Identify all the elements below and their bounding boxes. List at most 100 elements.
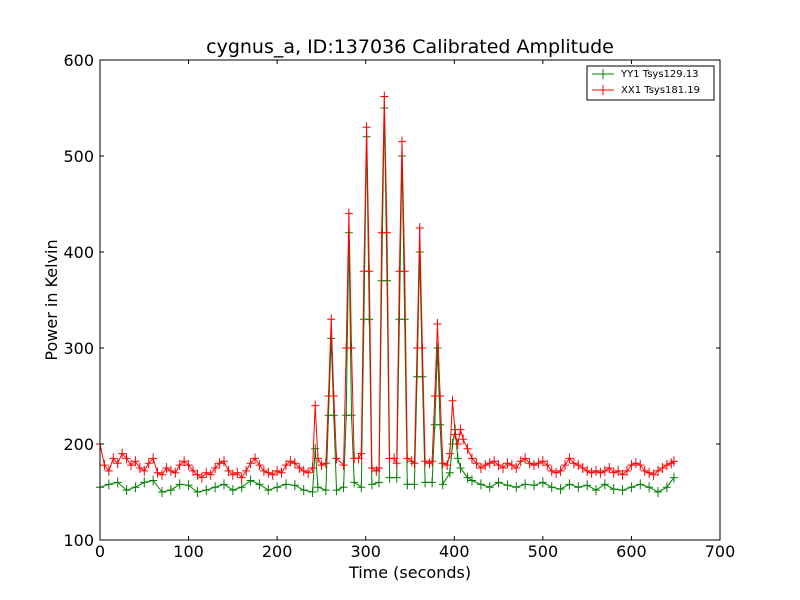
data-point — [669, 456, 678, 467]
data-point — [122, 453, 131, 464]
data-point — [311, 400, 320, 411]
data-point — [623, 465, 631, 476]
data-point — [282, 479, 290, 490]
data-point — [375, 477, 383, 488]
data-point — [662, 460, 671, 471]
data-point — [485, 482, 494, 493]
data-point — [574, 460, 583, 471]
data-point — [327, 333, 336, 344]
data-point — [433, 343, 442, 353]
plot-frame — [99, 59, 721, 541]
legend-label-xx1: XX1 Tsys181.19 — [621, 85, 700, 96]
data-point — [592, 465, 600, 476]
data-point — [415, 223, 424, 233]
data-point — [618, 469, 627, 480]
series-1 — [96, 91, 678, 483]
data-point — [273, 482, 282, 493]
data-point — [350, 477, 359, 488]
data-point — [453, 439, 462, 449]
data-point — [149, 453, 158, 464]
data-point — [175, 479, 184, 490]
y-tick-label: 600 — [63, 51, 94, 70]
legend: YY1 Tsys129.13 XX1 Tsys181.19 — [586, 65, 715, 101]
data-point — [140, 477, 149, 488]
data-point — [490, 456, 499, 467]
data-point — [418, 371, 427, 382]
data-point — [443, 460, 452, 471]
data-point — [636, 479, 645, 490]
data-point — [290, 458, 299, 469]
data-point — [171, 467, 180, 478]
y-tick-label: 200 — [63, 435, 94, 454]
data-point — [193, 487, 202, 497]
data-point — [403, 479, 412, 490]
data-point — [521, 479, 530, 490]
data-point — [534, 458, 543, 469]
data-point — [485, 458, 494, 469]
data-point — [400, 266, 409, 277]
data-point — [362, 122, 371, 133]
data-point — [264, 467, 273, 478]
y-tick-label: 100 — [63, 531, 94, 550]
data-point — [158, 469, 166, 480]
data-point — [251, 453, 259, 464]
data-point — [197, 472, 206, 483]
data-point — [332, 453, 341, 464]
x-axis-label: Time (seconds) — [348, 563, 471, 582]
data-point — [561, 460, 569, 471]
data-point — [144, 458, 153, 469]
x-tick-label: 0 — [95, 542, 105, 561]
data-point — [259, 465, 268, 476]
data-point — [357, 482, 366, 493]
data-point — [375, 463, 383, 473]
data-point — [538, 477, 547, 488]
legend-marker-yy1 — [598, 69, 608, 79]
data-point — [357, 448, 366, 459]
data-point — [503, 480, 512, 491]
data-point — [669, 472, 678, 483]
data-point — [403, 453, 412, 464]
data-point — [184, 480, 193, 491]
data-point — [211, 482, 220, 493]
data-point — [552, 467, 561, 478]
data-point — [448, 395, 457, 406]
data-point — [206, 469, 215, 480]
data-point — [382, 275, 391, 286]
data-point — [180, 456, 189, 467]
data-point — [367, 463, 376, 473]
data-point — [295, 463, 304, 473]
data-point — [313, 482, 322, 493]
x-tick-label: 300 — [350, 542, 381, 561]
y-tick-label: 300 — [63, 339, 94, 358]
data-point — [220, 456, 228, 467]
data-point — [321, 458, 330, 469]
data-point — [463, 443, 472, 454]
data-point — [512, 482, 521, 493]
data-point — [654, 465, 662, 476]
data-point — [321, 485, 330, 496]
data-point — [140, 465, 149, 476]
data-point — [618, 485, 627, 496]
data-point — [418, 343, 427, 353]
data-point — [273, 465, 282, 476]
data-point — [277, 467, 286, 478]
data-point — [109, 453, 118, 464]
data-point — [556, 484, 565, 495]
data-point — [468, 475, 476, 486]
data-point — [308, 487, 317, 497]
data-point — [645, 467, 654, 478]
data-point — [286, 456, 295, 467]
data-point — [339, 460, 348, 471]
data-point — [166, 465, 175, 476]
data-point — [380, 91, 389, 102]
data-point — [436, 391, 445, 401]
data-point — [472, 458, 481, 469]
data-point — [592, 485, 600, 496]
data-point — [451, 429, 460, 440]
data-point — [127, 460, 135, 471]
data-point — [317, 460, 326, 471]
data-point — [654, 487, 662, 497]
data-point — [614, 465, 623, 476]
data-point — [574, 482, 583, 493]
